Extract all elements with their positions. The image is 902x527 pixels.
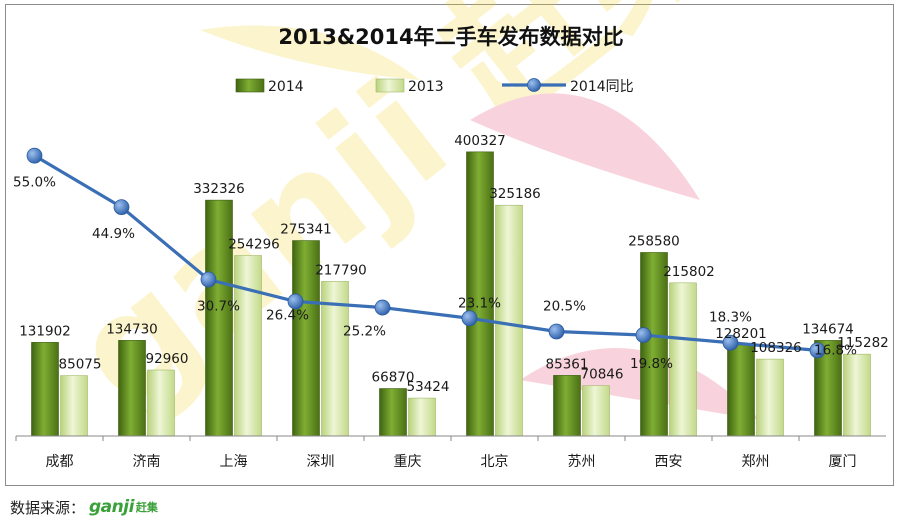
yoy-point <box>287 293 304 310</box>
bar-2013-label: 70846 <box>581 367 624 383</box>
bars <box>31 151 871 437</box>
bar-2013-label: 53424 <box>407 379 450 395</box>
bar-2013 <box>843 353 871 437</box>
chart-title: 2013&2014年二手车发布数据对比 <box>278 25 623 49</box>
yoy-point <box>374 299 391 316</box>
bar-2013 <box>756 358 784 437</box>
yoy-point-label: 23.1% <box>458 295 501 311</box>
bar-2013-label: 325186 <box>489 186 541 202</box>
legend-swatch-2014 <box>235 78 265 93</box>
x-tick-label: 西安 <box>655 454 683 470</box>
x-tick-label: 北京 <box>481 454 509 470</box>
source-label: 数据来源： <box>10 498 86 517</box>
legend-marker-yoy <box>527 78 541 92</box>
bar-2013 <box>147 369 175 437</box>
bar-2013 <box>495 204 523 437</box>
watermark-swoosh-icon <box>520 348 760 420</box>
bar-2013 <box>582 385 610 437</box>
bar-2013-label: 108326 <box>750 340 802 356</box>
bar-2013-label: 217790 <box>315 262 367 278</box>
ganji-logo: ganji <box>89 497 134 517</box>
bar-2014-label: 275341 <box>280 222 332 238</box>
yoy-point-label: 19.8% <box>630 356 673 372</box>
bar-2014-label: 134730 <box>106 321 158 337</box>
bar-2013-label: 254296 <box>228 237 280 253</box>
x-tick-label: 厦门 <box>829 454 857 470</box>
bar-2014-label: 85361 <box>546 356 589 372</box>
x-tick-label: 苏州 <box>568 454 596 470</box>
yoy-point <box>26 147 43 164</box>
bar-2014 <box>31 342 59 437</box>
yoy-point <box>722 334 739 351</box>
bar-2014 <box>379 388 407 437</box>
bar-2014 <box>205 199 233 437</box>
yoy-point-label: 26.4% <box>266 307 309 323</box>
legend: 2014 2013 2014同比 <box>235 78 634 95</box>
bar-2013-label: 92960 <box>146 351 189 367</box>
bar-2013-label: 85075 <box>59 357 102 373</box>
yoy-point-label: 25.2% <box>343 324 386 340</box>
ganji-logo-cn: 赶集 <box>135 501 158 514</box>
yoy-point-label: 18.3% <box>709 310 752 326</box>
bar-2013-label: 115282 <box>837 335 889 351</box>
legend-label-yoy: 2014同比 <box>570 79 634 95</box>
x-tick-label: 成都 <box>46 454 74 470</box>
x-tick-label: 郑州 <box>742 454 770 470</box>
x-tick-label: 重庆 <box>394 454 422 470</box>
watermark-swoosh-icon <box>470 93 700 200</box>
x-tick-label: 上海 <box>220 454 248 470</box>
yoy-point-label: 55.0% <box>13 175 56 191</box>
source-line: 数据来源： ganji 赶集 <box>10 494 158 520</box>
yoy-point <box>809 342 826 359</box>
bar-2013 <box>234 255 262 437</box>
bar-2014 <box>466 151 494 437</box>
yoy-point-label: 44.9% <box>92 226 135 242</box>
yoy-point <box>635 327 652 343</box>
watermark-swoosh-icon <box>200 25 420 80</box>
bar-2014-label: 332326 <box>193 181 245 197</box>
bar-2013 <box>669 282 697 437</box>
x-tick-label: 深圳 <box>307 454 335 470</box>
data-labels: 131902 85075 134730 92960 332326 254296275341… <box>13 133 889 395</box>
bar-2014 <box>640 252 668 437</box>
bar-2014 <box>118 340 146 437</box>
bar-2014-label: 258580 <box>628 233 680 249</box>
yoy-point <box>113 199 130 216</box>
legend-label-2014: 2014 <box>268 79 304 95</box>
bar-2014 <box>727 344 755 437</box>
x-axis: 成都 济南 上海 深圳 重庆 北京 苏州 西安 郑州 厦门 <box>15 435 886 470</box>
yoy-point-label: 16.8% <box>814 342 857 358</box>
yoy-point <box>548 323 565 340</box>
legend-label-2013: 2013 <box>408 79 444 95</box>
x-tick-label: 济南 <box>133 454 161 470</box>
bar-2014 <box>292 240 320 437</box>
bar-2014 <box>553 375 581 437</box>
yoy-line <box>33 154 818 352</box>
yoy-line-series <box>26 147 826 359</box>
bar-2014-label: 66870 <box>372 370 415 386</box>
legend-swatch-2013 <box>375 78 405 93</box>
bar-2013-label: 215802 <box>663 264 715 280</box>
bar-2013 <box>408 397 436 437</box>
bar-2014-label: 131902 <box>19 323 71 339</box>
yoy-point <box>200 271 217 288</box>
bar-2013 <box>60 375 88 437</box>
bar-2014-label: 134674 <box>802 321 854 337</box>
yoy-point-label: 20.5% <box>543 299 586 315</box>
yoy-point <box>461 310 478 327</box>
bar-2014-label: 128201 <box>715 326 767 342</box>
yoy-point-label: 30.7% <box>197 299 240 315</box>
bar-2014-label: 400327 <box>454 133 506 149</box>
